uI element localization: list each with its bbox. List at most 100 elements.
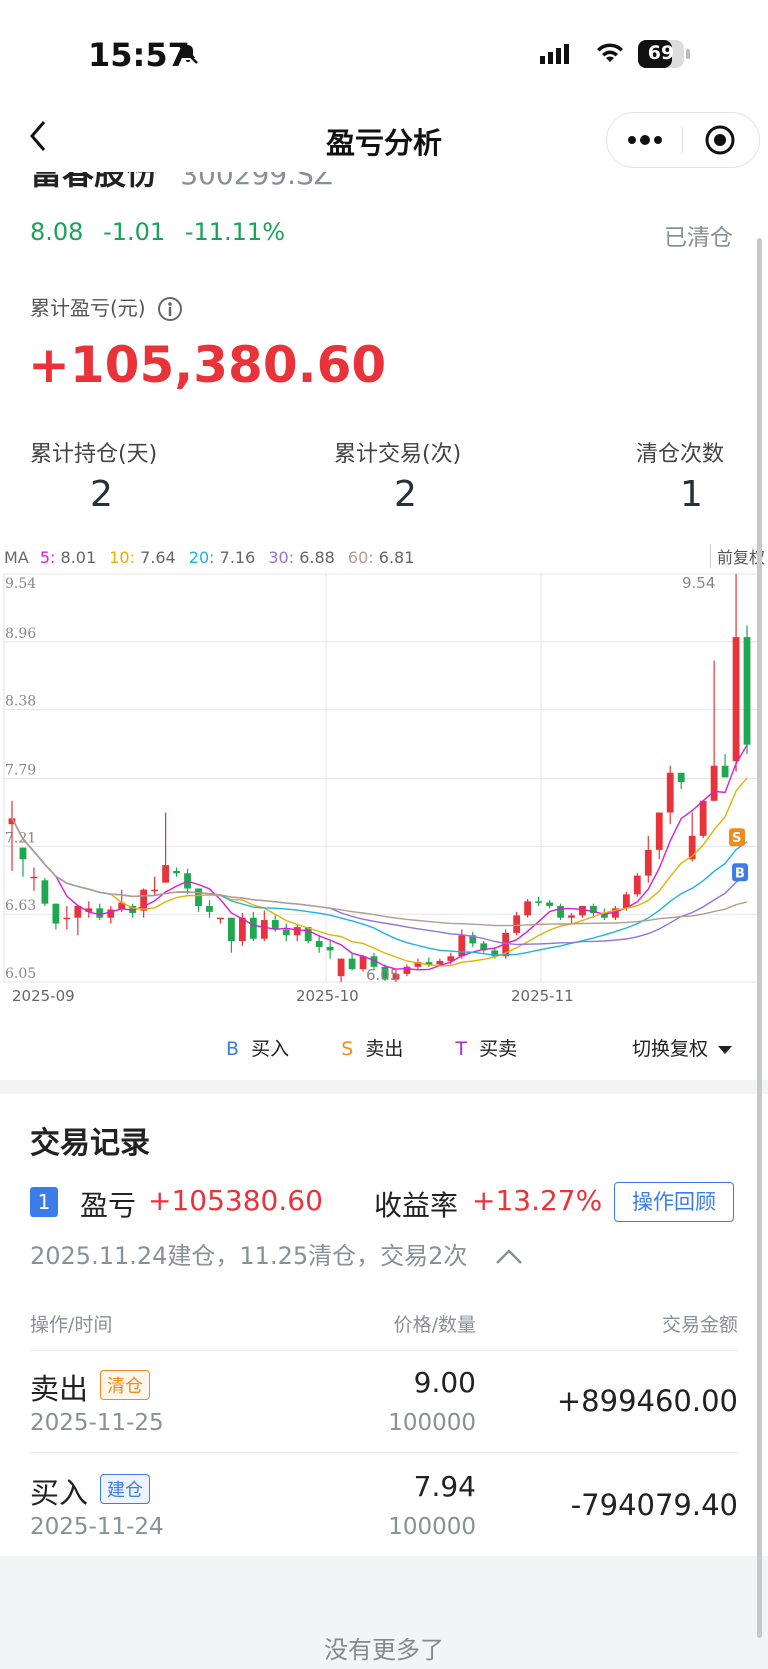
candle-body bbox=[436, 960, 444, 965]
candlestick-chart[interactable]: 9.54 8.96 8.38 7.79 7.21 6.63 6.05 2025-09 2025-… bbox=[0, 570, 768, 1010]
status-time: 15:57 bbox=[88, 36, 190, 74]
candle-body bbox=[326, 946, 334, 951]
y-tick-label: 9.54 bbox=[5, 576, 36, 592]
y-tick-label: 7.21 bbox=[5, 830, 36, 846]
x-tick-label: 2025-11 bbox=[511, 987, 574, 1005]
candle-body bbox=[546, 902, 553, 907]
candle-body bbox=[8, 818, 16, 825]
mute-icon bbox=[176, 42, 200, 70]
header-op-time: 操作/时间 bbox=[30, 1314, 113, 1336]
candle-body bbox=[348, 958, 356, 970]
candle-body bbox=[579, 906, 586, 916]
candle-body bbox=[721, 765, 729, 778]
candle-body bbox=[228, 917, 235, 942]
table-header: 操作/时间 价格/数量 交易金额 bbox=[30, 1310, 738, 1340]
row-date: 2025-11-25 bbox=[30, 1410, 164, 1436]
candle-body bbox=[743, 637, 751, 745]
back-chevron-icon[interactable] bbox=[26, 118, 50, 158]
signal-icon bbox=[540, 42, 576, 68]
ma10-line bbox=[11, 777, 748, 967]
ma30-key: 30: bbox=[268, 548, 295, 567]
mini-program-capsule bbox=[606, 112, 760, 168]
candle-body bbox=[590, 906, 597, 914]
row-qty: 100000 bbox=[388, 1514, 476, 1540]
trade-records-title: 交易记录 bbox=[30, 1126, 150, 1161]
candle-body bbox=[611, 908, 619, 918]
candle-body bbox=[414, 962, 422, 967]
candle-body bbox=[502, 932, 510, 957]
candle-body bbox=[524, 901, 532, 916]
pnl-summary-label: 盈亏 bbox=[80, 1189, 137, 1222]
y-tick-label: 8.38 bbox=[5, 694, 36, 710]
candle-body bbox=[425, 962, 433, 965]
candle-body bbox=[535, 901, 542, 903]
candle-body bbox=[173, 870, 180, 874]
trade-summary-row: 1 盈亏 +105380.60 收益率 +13.27% 操作回顾 bbox=[30, 1182, 740, 1226]
ma20-key: 20: bbox=[188, 548, 215, 567]
trade-description-row[interactable]: 2025.11.24建仓，11.25清仓，交易2次 bbox=[30, 1236, 523, 1271]
candle-body bbox=[30, 876, 38, 879]
y-tick-label: 7.79 bbox=[5, 763, 36, 779]
ma20-value: 7.16 bbox=[219, 548, 256, 567]
row-amount: +899460.00 bbox=[556, 1384, 738, 1418]
trade-index-badge: 1 bbox=[30, 1187, 58, 1217]
pnl-value: +105,380.60 bbox=[28, 336, 387, 394]
info-icon[interactable] bbox=[157, 296, 183, 326]
trade-marker-legend: B 买入 S 卖出 T 买卖 bbox=[226, 1034, 517, 1061]
candle-body bbox=[238, 917, 246, 942]
x-tick-label: 2025-09 bbox=[12, 987, 75, 1005]
footer-area: 没有更多了 bbox=[0, 1556, 768, 1669]
header-price-qty: 价格/数量 bbox=[393, 1314, 476, 1336]
stat-trade-count: 累计交易(次) 2 bbox=[334, 436, 494, 515]
candle-body bbox=[732, 637, 740, 762]
candle-body bbox=[293, 927, 301, 936]
ma-prefix: MA bbox=[4, 548, 29, 567]
candle-body bbox=[162, 865, 169, 883]
buy-marker bbox=[732, 863, 749, 882]
candle-body bbox=[271, 920, 279, 930]
caret-down-icon bbox=[718, 1038, 733, 1060]
adjust-label[interactable]: 前复权 bbox=[710, 544, 765, 568]
trade-description: 2025.11.24建仓，11.25清仓，交易2次 bbox=[30, 1242, 468, 1270]
section-gap bbox=[0, 1080, 768, 1094]
nav-bar: 盈亏分析 bbox=[0, 108, 768, 172]
candle-body bbox=[633, 875, 641, 895]
close-target-icon[interactable] bbox=[703, 123, 737, 161]
candle-body bbox=[195, 888, 202, 907]
battery-level: 69 bbox=[647, 42, 675, 64]
candle-body bbox=[304, 927, 312, 942]
candle-body bbox=[666, 772, 674, 813]
no-more-text: 没有更多了 bbox=[324, 1636, 444, 1664]
pnl-summary-value: +105380.60 bbox=[148, 1184, 323, 1217]
stat-clear-count: 清仓次数 1 bbox=[636, 436, 746, 515]
candle-body bbox=[107, 909, 115, 918]
candle-body bbox=[359, 956, 367, 970]
scrollbar[interactable] bbox=[757, 238, 762, 1638]
stat-value: 2 bbox=[394, 474, 417, 515]
chevron-up-icon bbox=[495, 1243, 523, 1271]
candle-body bbox=[447, 956, 455, 961]
candle-body bbox=[622, 894, 630, 909]
adjust-text: 前复权 bbox=[717, 548, 766, 567]
switch-adjust-dropdown[interactable]: 切换复权 bbox=[632, 1034, 733, 1061]
candle-body bbox=[249, 917, 257, 939]
candle-body bbox=[74, 906, 82, 918]
min-price-label: 6.05 bbox=[366, 966, 399, 984]
position-status: 已清仓 bbox=[664, 225, 733, 251]
candle-body bbox=[260, 920, 268, 939]
ma5-value: 8.01 bbox=[60, 548, 97, 567]
candle-body bbox=[282, 929, 290, 936]
review-button[interactable]: 操作回顾 bbox=[614, 1182, 734, 1222]
candle-body bbox=[469, 935, 477, 944]
candle-body bbox=[655, 812, 663, 850]
candle-body bbox=[710, 765, 718, 801]
ma5-key: 5: bbox=[39, 548, 56, 567]
row-op: 卖出 bbox=[30, 1372, 89, 1406]
candle-body bbox=[491, 950, 499, 957]
ma10-key: 10: bbox=[109, 548, 135, 567]
row-price: 7.94 bbox=[413, 1470, 476, 1503]
stat-label: 清仓次数 bbox=[636, 442, 725, 467]
y-tick-label: 6.63 bbox=[5, 898, 36, 914]
more-dots-icon[interactable] bbox=[627, 127, 663, 157]
legend-trade: T 买卖 bbox=[455, 1038, 518, 1060]
